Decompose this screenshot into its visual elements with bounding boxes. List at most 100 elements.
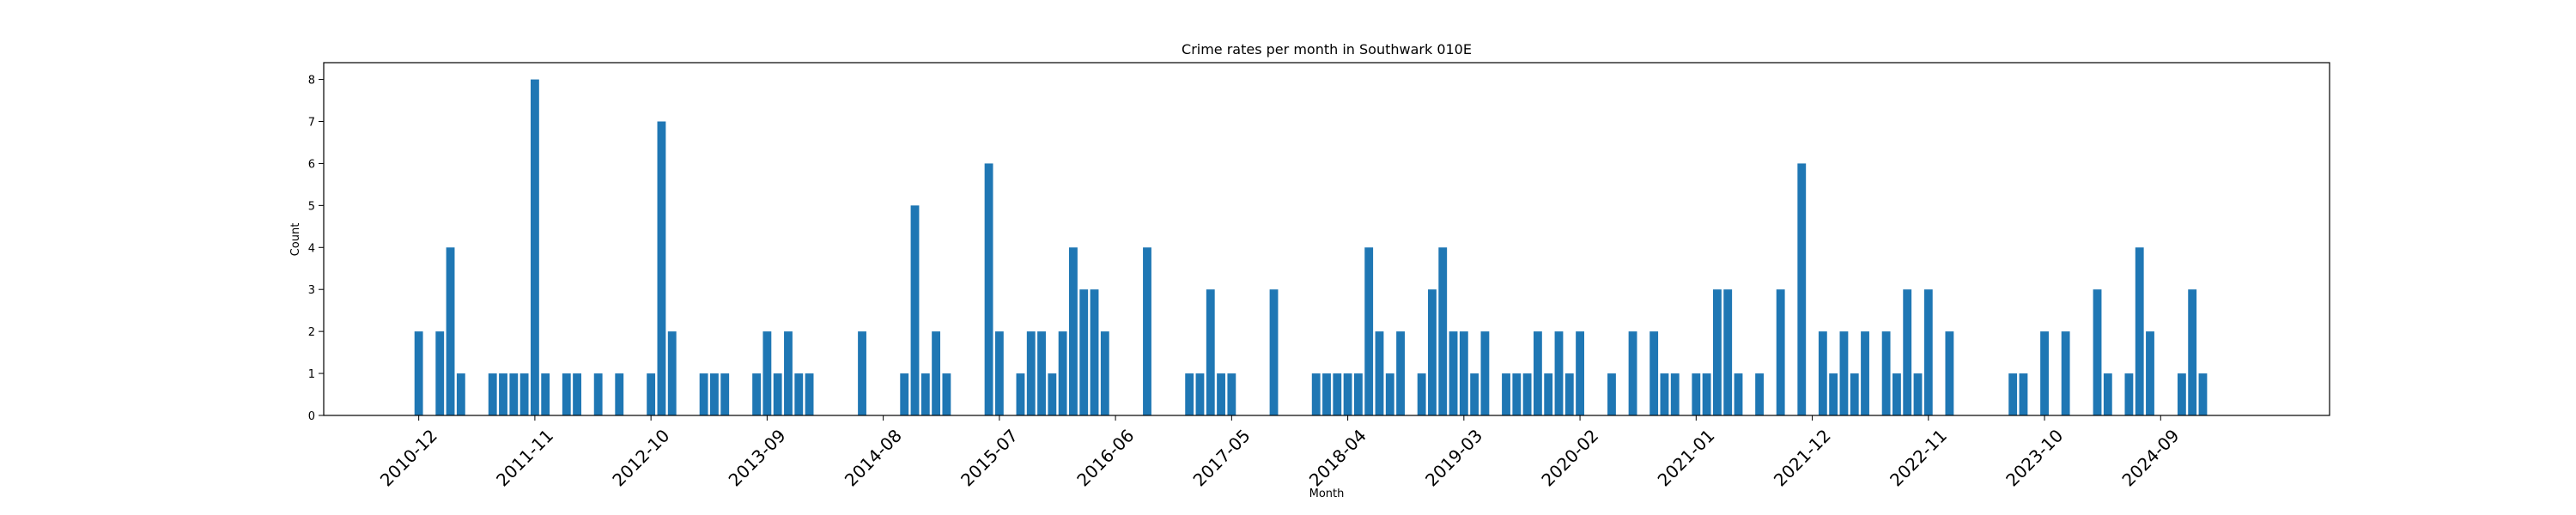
bar-2016-05 — [1100, 331, 1109, 415]
bar-2013-03 — [699, 373, 708, 415]
bar-2014-12 — [920, 373, 930, 415]
bar-2013-09 — [762, 331, 772, 415]
bar-2024-11 — [2177, 373, 2186, 415]
y-axis-label: Count — [289, 223, 302, 257]
bar-2012-11 — [657, 121, 666, 415]
bar-2020-09 — [1649, 331, 1659, 415]
bar-2019-02 — [1449, 331, 1458, 415]
bar-2019-10 — [1533, 331, 1542, 415]
bar-2011-11 — [530, 79, 539, 415]
bar-2015-07 — [994, 331, 1004, 415]
y-tick-label: 4 — [308, 242, 315, 255]
bar-2011-02 — [435, 331, 445, 415]
bar-2021-07 — [1755, 373, 1765, 415]
bar-2022-08 — [1893, 373, 1901, 415]
y-tick-label: 5 — [308, 200, 315, 213]
bar-2025-01 — [2198, 373, 2208, 415]
bar-2023-12 — [2061, 331, 2070, 415]
y-axis: 0 1 2 3 4 5 6 7 8 — [308, 75, 324, 423]
bar-2013-04 — [709, 373, 719, 415]
bar-2021-04 — [1723, 289, 1733, 415]
bar-2011-10 — [519, 373, 529, 415]
bar-2024-04 — [2103, 373, 2112, 415]
bar-2020-02 — [1576, 331, 1584, 415]
bar-2022-03 — [1839, 331, 1849, 415]
bar-2012-02 — [562, 373, 571, 415]
bar-2016-01 — [1058, 331, 1067, 415]
bar-2010-12 — [414, 331, 423, 415]
bar-2022-05 — [1861, 331, 1869, 415]
bar-2015-02 — [942, 373, 951, 415]
bar-2013-11 — [784, 331, 793, 415]
bar-2013-12 — [794, 373, 804, 415]
bar-2012-10 — [647, 373, 656, 415]
bar-2014-06 — [858, 331, 866, 415]
bar-2022-10 — [1913, 373, 1923, 415]
bar-2011-09 — [509, 373, 519, 415]
bar-2014-10 — [900, 373, 909, 415]
bar-2022-07 — [1881, 331, 1891, 415]
bar-2021-05 — [1734, 373, 1743, 415]
bar-2017-02 — [1195, 373, 1205, 415]
bar-2022-01 — [1818, 331, 1827, 415]
bar-2019-03 — [1459, 331, 1468, 415]
bar-2011-12 — [541, 373, 550, 415]
bar-2013-05 — [720, 373, 730, 415]
bar-2019-05 — [1480, 331, 1490, 415]
bar-2019-08 — [1512, 373, 1522, 415]
y-tick-label: 0 — [308, 410, 315, 423]
y-tick-label: 3 — [308, 284, 315, 297]
bar-2014-11 — [910, 205, 920, 415]
bar-2018-09 — [1396, 331, 1405, 415]
bar-2023-01 — [1945, 331, 1954, 415]
bar-2021-11 — [1797, 163, 1807, 415]
bar-2021-02 — [1702, 373, 1711, 415]
bar-2012-05 — [593, 373, 603, 415]
bar-2018-11 — [1417, 373, 1426, 415]
bar-2018-06 — [1364, 247, 1374, 415]
bar-2020-10 — [1660, 373, 1669, 415]
bar-2016-03 — [1079, 289, 1089, 415]
plot-frame — [323, 62, 2330, 416]
bar-2022-04 — [1850, 373, 1859, 415]
bar-2019-07 — [1502, 373, 1510, 415]
bar-2017-01 — [1185, 373, 1194, 415]
bar-2013-10 — [773, 373, 782, 415]
bar-2021-01 — [1692, 373, 1701, 415]
bar-2012-12 — [667, 331, 677, 415]
bar-2024-07 — [2135, 247, 2144, 415]
bar-2024-06 — [2124, 373, 2134, 415]
bar-2020-11 — [1670, 373, 1680, 415]
bar-2019-09 — [1522, 373, 1532, 415]
y-tick-label: 6 — [308, 158, 315, 171]
bar-2015-01 — [932, 331, 941, 415]
bars-group — [414, 79, 2208, 415]
bar-2015-09 — [1016, 373, 1025, 415]
bar-2019-04 — [1470, 373, 1479, 415]
bar-2022-09 — [1903, 289, 1912, 415]
bar-2018-04 — [1343, 373, 1352, 415]
bar-2012-03 — [573, 373, 581, 415]
bar-2023-08 — [2019, 373, 2028, 415]
chart-title: Crime rates per month in Southwark 010E — [1182, 41, 1472, 58]
bar-2020-05 — [1607, 373, 1616, 415]
bar-2011-04 — [456, 373, 465, 415]
bar-2017-03 — [1206, 289, 1215, 415]
bar-2016-02 — [1069, 247, 1078, 415]
bar-2018-08 — [1385, 373, 1394, 415]
bar-2021-03 — [1712, 289, 1722, 415]
bar-2017-09 — [1269, 289, 1279, 415]
bar-2013-08 — [752, 373, 762, 415]
bar-2023-10 — [2040, 331, 2049, 415]
bar-2016-09 — [1143, 247, 1151, 415]
bar-2022-11 — [1923, 289, 1933, 415]
bar-2023-07 — [2008, 373, 2018, 415]
bar-2017-04 — [1217, 373, 1225, 415]
bar-2018-12 — [1428, 289, 1437, 415]
bar-2020-07 — [1628, 331, 1637, 415]
bar-2018-02 — [1322, 373, 1331, 415]
bar-2018-07 — [1375, 331, 1384, 415]
bar-2019-12 — [1554, 331, 1564, 415]
